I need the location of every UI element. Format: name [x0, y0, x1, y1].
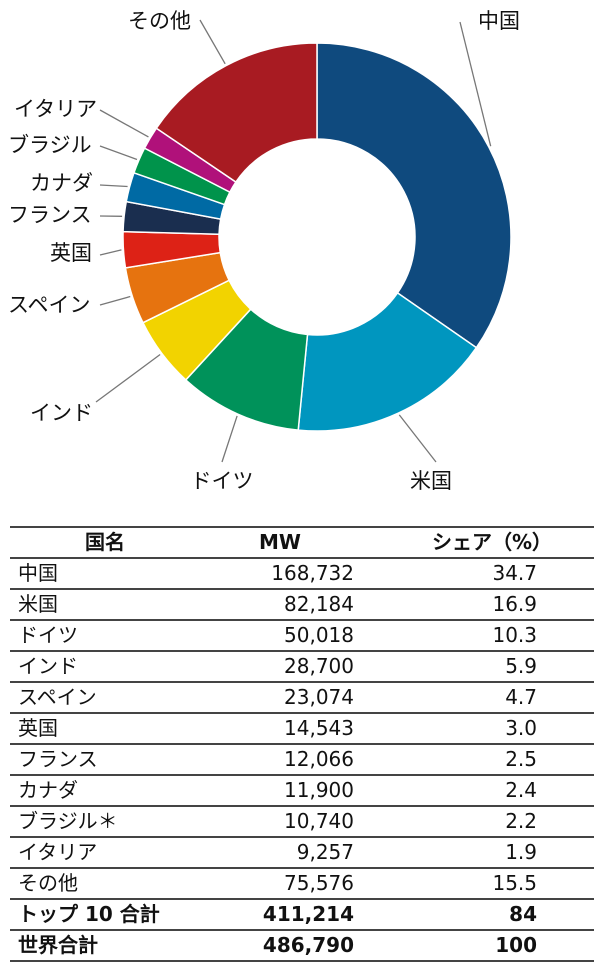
mw-value: 82,184: [200, 589, 360, 620]
segment-label: ブラジル: [8, 133, 92, 157]
leader-line: [222, 416, 237, 462]
leader-line: [100, 110, 148, 137]
segment-label: インド: [30, 401, 93, 425]
share-value: 2.2: [360, 806, 594, 837]
total-row-world: 世界合計 486,790 100: [10, 930, 594, 961]
donut-segment: [317, 43, 511, 348]
share-value: 2.5: [360, 744, 594, 775]
leader-line: [96, 355, 160, 402]
mw-value: 10,740: [200, 806, 360, 837]
segment-label: イタリア: [14, 97, 97, 121]
mw-value: 11,900: [200, 775, 360, 806]
table-row: 英国 14,543 3.0: [10, 713, 594, 744]
table-row: ブラジル＊ 10,740 2.2: [10, 806, 594, 837]
share-value: 4.7: [360, 682, 594, 713]
mw-value: 50,018: [200, 620, 360, 651]
table-row: ドイツ 50,018 10.3: [10, 620, 594, 651]
country-name: フランス: [10, 744, 200, 775]
segment-label: 中国: [478, 9, 520, 33]
total-mw: 486,790: [200, 930, 360, 961]
segment-label: カナダ: [30, 171, 93, 195]
share-value: 2.4: [360, 775, 594, 806]
table-row: スペイン 23,074 4.7: [10, 682, 594, 713]
mw-value: 12,066: [200, 744, 360, 775]
segment-label: ドイツ: [191, 469, 254, 493]
total-share: 100: [360, 930, 594, 961]
share-value: 10.3: [360, 620, 594, 651]
segment-label: スペイン: [8, 293, 91, 317]
mw-value: 9,257: [200, 837, 360, 868]
table-row: インド 28,700 5.9: [10, 651, 594, 682]
mw-value: 168,732: [200, 558, 360, 589]
table-header-row: 国名 MW シェア（%）: [10, 527, 594, 558]
country-name: 米国: [10, 589, 200, 620]
total-label: トップ 10 合計: [10, 899, 200, 930]
mw-value: 75,576: [200, 868, 360, 899]
leader-line: [399, 415, 436, 462]
share-value: 5.9: [360, 651, 594, 682]
total-share: 84: [360, 899, 594, 930]
leader-line: [200, 20, 225, 64]
table-row: その他 75,576 15.5: [10, 868, 594, 899]
capacity-table: 国名 MW シェア（%） 中国 168,732 34.7 米国 82,184 1…: [10, 526, 594, 962]
total-mw: 411,214: [200, 899, 360, 930]
donut-chart: 中国米国 ドイツ インド スペイン 英国 フランス カナダ ブラジル イタリア その他: [0, 0, 600, 515]
total-row-top10: トップ 10 合計 411,214 84: [10, 899, 594, 930]
mw-value: 28,700: [200, 651, 360, 682]
table-row: カナダ 11,900 2.4: [10, 775, 594, 806]
share-value: 1.9: [360, 837, 594, 868]
table-row: イタリア 9,257 1.9: [10, 837, 594, 868]
table-row: 米国 82,184 16.9: [10, 589, 594, 620]
country-name: 英国: [10, 713, 200, 744]
leader-line: [100, 185, 128, 187]
country-name: イタリア: [10, 837, 200, 868]
share-value: 16.9: [360, 589, 594, 620]
segment-label: その他: [128, 9, 191, 33]
leader-line: [100, 297, 130, 305]
table-row: 中国 168,732 34.7: [10, 558, 594, 589]
share-value: 34.7: [360, 558, 594, 589]
leader-line: [100, 146, 137, 160]
header-mw: MW: [200, 527, 360, 558]
country-name: インド: [10, 651, 200, 682]
share-value: 15.5: [360, 868, 594, 899]
header-share: シェア（%）: [360, 527, 594, 558]
total-label: 世界合計: [10, 930, 200, 961]
country-name: ブラジル＊: [10, 806, 200, 837]
leader-line: [100, 250, 121, 255]
segment-label: フランス: [8, 203, 92, 227]
country-name: スペイン: [10, 682, 200, 713]
segment-label: 英国: [50, 241, 92, 265]
country-name: その他: [10, 868, 200, 899]
mw-value: 14,543: [200, 713, 360, 744]
country-name: カナダ: [10, 775, 200, 806]
table-row: フランス 12,066 2.5: [10, 744, 594, 775]
country-name: ドイツ: [10, 620, 200, 651]
share-value: 3.0: [360, 713, 594, 744]
segment-label: 米国: [410, 469, 452, 493]
mw-value: 23,074: [200, 682, 360, 713]
header-country: 国名: [10, 527, 200, 558]
country-name: 中国: [10, 558, 200, 589]
